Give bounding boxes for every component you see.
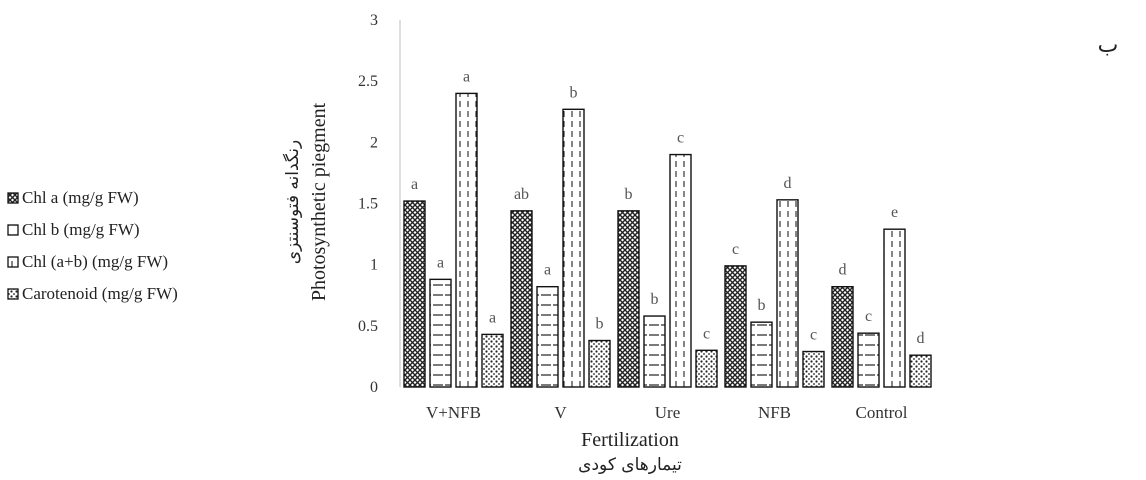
x-tick-label: Control [856,403,908,422]
bar-crosshatch-nfb [724,265,747,388]
y-tick-label: 0 [370,379,378,396]
x-tick-label: V+NFB [426,403,481,422]
legend-swatch-crosshatch [7,192,19,204]
bar-dots-control [909,354,932,388]
bar-vertical-dash-ure [669,153,692,388]
significance-letter: c [865,308,872,325]
bar-horizontal-dash-ure [643,315,666,388]
significance-letter: b [596,316,604,333]
x-tick-labels: V+NFB V Ure NFB Control [426,403,908,422]
significance-letter: c [703,325,710,342]
significance-letter: c [677,130,684,147]
x-tick-label: V [554,403,567,422]
legend: Chl a (mg/g FW) Chl b (mg/g FW) Chl (a+b) … [7,188,178,303]
x-tick-label: NFB [758,403,791,422]
bar-crosshatch-ure [617,210,640,388]
significance-letter: d [917,330,925,347]
legend-swatch-vertical-dash [7,256,19,268]
y-tick-label: 0.5 [358,318,378,335]
legend-label: Chl a (mg/g FW) [22,188,139,207]
significance-letter: a [544,262,551,279]
legend-label: Carotenoid (mg/g FW) [22,284,178,303]
bar-vertical-dash-v [562,108,585,388]
bar-crosshatch-control [831,285,854,388]
bar-dots-v-nfb [481,333,504,388]
significance-letter: a [437,254,444,271]
significance-letter: a [489,309,496,326]
legend-label: Chl b (mg/g FW) [22,220,140,239]
significance-letter: b [651,291,659,308]
significance-letter: ab [514,186,529,203]
y-tick-label: 2 [370,134,378,151]
x-tick-label: Ure [655,403,680,422]
significance-letter: d [839,262,847,279]
y-axis-title: Photosynthetic piegment [308,102,330,301]
legend-swatch-horizontal-dash [7,224,19,236]
y-tick-label: 2.5 [358,73,378,90]
bar-vertical-dash-control [883,228,906,388]
bar-dots-nfb [802,350,825,388]
significance-letter: a [411,176,418,193]
significance-letter: a [463,68,470,85]
bar-horizontal-dash-nfb [750,321,773,388]
bar-crosshatch-v [510,210,533,388]
bar-horizontal-dash-control [857,332,880,388]
legend-swatch-dots [7,288,19,300]
legend-label: Chl (a+b) (mg/g FW) [22,252,168,271]
significance-letter: c [732,241,739,258]
bar-horizontal-dash-v-nfb [429,278,452,388]
y-axis: 0 0.5 1 1.5 2 2.5 3 [358,12,401,396]
significance-letter: b [758,297,766,314]
significance-letter: b [625,186,633,203]
y-axis-title-persian: رنگدانه فتوسنتزی [282,140,303,264]
significance-letter: d [784,175,792,192]
bar-horizontal-dash-v [536,285,559,388]
bar-vertical-dash-v-nfb [455,92,478,388]
bar-dots-ure [695,349,718,388]
y-tick-label: 3 [370,12,378,29]
x-axis-title: Fertilization [581,429,679,451]
y-tick-label: 1 [370,257,378,274]
bar-vertical-dash-nfb [776,199,799,388]
y-tick-label: 1.5 [358,196,378,213]
bar-crosshatch-v-nfb [403,200,426,388]
significance-letter: b [570,84,578,101]
bar-dots-v [588,339,611,388]
significance-letter: e [891,204,898,221]
x-axis-title-persian: تیمارهای کودی [578,455,682,475]
corner-label: ب [1098,33,1119,58]
bars [403,92,932,388]
significance-letter: c [810,327,817,344]
